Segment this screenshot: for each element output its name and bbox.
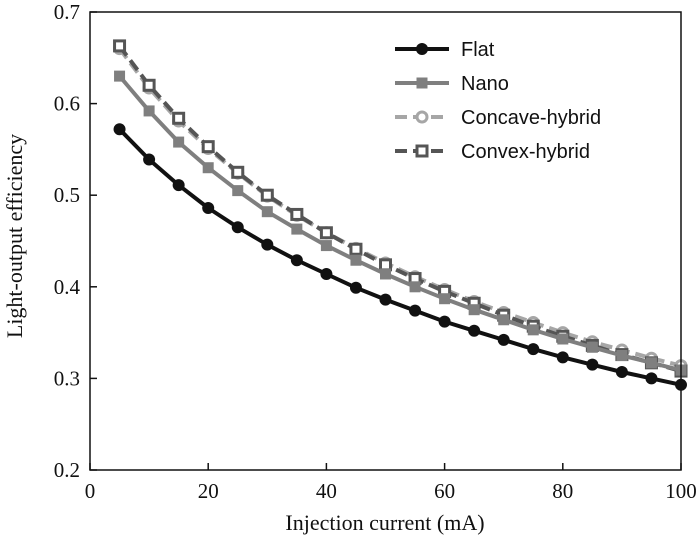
data-point-flat	[497, 333, 510, 346]
x-tick-label: 0	[85, 479, 96, 503]
data-point-flat	[586, 358, 599, 371]
series-convex-hybrid	[113, 39, 688, 378]
y-tick-label: 0.2	[54, 458, 80, 482]
legend-label: Concave-hybrid	[461, 107, 601, 129]
data-point-nano	[586, 341, 598, 353]
data-point-convex-hybrid	[349, 242, 363, 256]
data-point-flat	[113, 123, 126, 136]
data-point-flat	[290, 254, 303, 267]
data-point-flat	[143, 153, 156, 166]
data-point-nano	[439, 293, 451, 305]
data-point-nano	[616, 350, 628, 361]
data-point-nano	[291, 223, 303, 235]
plot-frame	[89, 11, 682, 471]
y-tick-label: 0.4	[54, 275, 81, 299]
x-tick-label: 80	[552, 479, 573, 503]
series-concave-hybrid	[113, 42, 688, 373]
legend-swatch-marker	[416, 43, 428, 55]
data-point-nano	[173, 136, 185, 148]
data-point-flat	[645, 372, 658, 385]
legend-swatch-marker	[416, 77, 428, 89]
data-point-convex-hybrid	[231, 165, 245, 179]
data-point-flat	[172, 179, 185, 192]
legend-item-nano: Nano	[395, 73, 509, 95]
y-tick-label: 0.3	[54, 366, 80, 390]
legend-item-concave-hybrid: Concave-hybrid	[395, 107, 601, 129]
data-point-convex-hybrid	[290, 207, 304, 221]
data-point-convex-hybrid	[260, 188, 274, 202]
data-point-flat	[320, 267, 333, 280]
x-tick-label: 60	[434, 479, 455, 503]
data-point-nano	[232, 185, 244, 197]
legend-item-flat: Flat	[395, 39, 495, 61]
data-point-flat	[527, 343, 540, 356]
legend-swatch-marker	[415, 144, 429, 158]
data-point-convex-hybrid	[319, 226, 333, 240]
data-point-nano	[468, 304, 480, 316]
data-point-flat	[409, 304, 422, 317]
legend-label: Convex-hybrid	[461, 141, 590, 163]
data-point-nano	[320, 240, 332, 252]
data-point-flat	[438, 315, 451, 328]
legend-item-convex-hybrid: Convex-hybrid	[395, 141, 590, 163]
x-tick-label: 20	[198, 479, 219, 503]
data-point-flat	[231, 221, 244, 234]
data-point-nano	[527, 324, 539, 336]
data-point-nano	[143, 105, 155, 117]
chart-axes: 0 20 40 60 80 100 0.2 0.3 0.4 0.5 0.6 0.7	[54, 0, 697, 503]
y-axis-title: Light-output efficiency	[2, 134, 27, 338]
data-point-convex-hybrid	[142, 78, 156, 92]
data-point-convex-hybrid	[113, 39, 127, 53]
legend-swatch-marker	[415, 110, 429, 124]
data-point-nano	[498, 314, 510, 326]
data-point-flat	[556, 351, 569, 364]
data-point-convex-hybrid	[172, 111, 186, 125]
data-point-nano	[350, 254, 362, 266]
chart-marks	[113, 39, 688, 391]
x-tick-label: 40	[316, 479, 337, 503]
y-tick-label: 0.6	[54, 92, 80, 116]
data-point-nano	[380, 268, 391, 280]
data-point-flat	[261, 238, 274, 251]
y-tick-label: 0.5	[54, 183, 80, 207]
series-flat	[113, 123, 687, 391]
series-nano	[114, 70, 687, 376]
data-point-flat	[615, 365, 628, 378]
data-point-flat	[379, 293, 392, 306]
data-point-nano	[645, 357, 657, 369]
data-point-flat	[202, 202, 215, 215]
data-point-convex-hybrid	[379, 258, 392, 272]
data-point-nano	[114, 70, 126, 82]
legend: Flat Nano Concave-hybrid Convex-hybrid	[395, 39, 601, 163]
data-point-nano	[261, 206, 273, 218]
y-tick-label: 0.7	[54, 0, 80, 24]
data-point-nano	[557, 333, 569, 345]
legend-label: Flat	[461, 39, 495, 61]
x-axis-title: Injection current (mA)	[285, 510, 484, 535]
x-tick-label: 100	[665, 479, 697, 503]
data-point-convex-hybrid	[201, 140, 215, 154]
data-point-flat	[468, 324, 481, 337]
data-point-nano	[409, 281, 421, 293]
legend-label: Nano	[461, 73, 509, 95]
data-point-nano	[202, 162, 214, 174]
data-point-flat	[349, 281, 362, 294]
